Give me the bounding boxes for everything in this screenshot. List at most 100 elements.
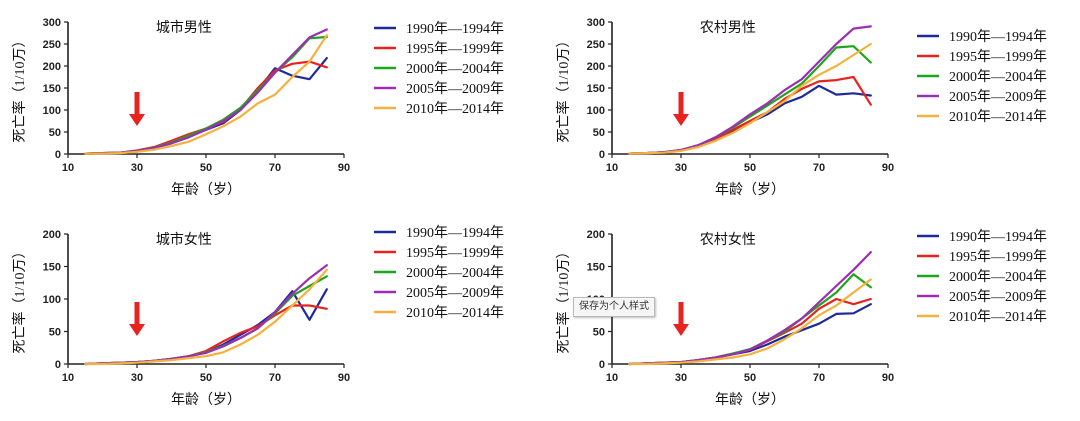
- legend-label-2: 2000年—2004年: [406, 61, 504, 77]
- series-line-4: [84, 34, 328, 155]
- x-tick-label: 10: [62, 372, 74, 384]
- red-arrow-head: [673, 324, 689, 336]
- series-line-2: [628, 45, 872, 155]
- y-tick-label: 150: [587, 83, 605, 95]
- y-tick-label: 250: [43, 39, 61, 51]
- y-axis-label: 死亡率（1/10万）: [11, 245, 28, 354]
- legend-label-0: 1990年—1994年: [949, 229, 1047, 245]
- y-tick-label: 0: [55, 359, 61, 371]
- legend-label-4: 2010年—2014年: [949, 309, 1047, 325]
- y-axis-label: 死亡率（1/10万）: [11, 34, 28, 143]
- x-axis-label: 年龄（岁）: [715, 182, 785, 198]
- x-tick-label: 50: [744, 372, 756, 384]
- legend-label-0: 1990年—1994年: [406, 21, 504, 37]
- y-tick-label: 0: [55, 149, 61, 161]
- legend-label-4: 2010年—2014年: [406, 305, 504, 321]
- series-line-4: [628, 42, 872, 155]
- x-tick-label: 50: [744, 162, 756, 174]
- y-tick-label: 250: [587, 39, 605, 51]
- legend-label-4: 2010年—2014年: [406, 101, 504, 117]
- y-tick-label: 0: [599, 359, 605, 371]
- y-tick-label: 300: [587, 17, 605, 29]
- y-tick-label: 50: [593, 127, 605, 139]
- y-tick-label: 50: [49, 127, 61, 139]
- x-tick-label: 10: [606, 162, 618, 174]
- chart-title: 农村女性: [700, 231, 756, 248]
- series-line-4: [628, 278, 872, 366]
- x-tick-label: 70: [813, 372, 825, 384]
- red-arrow-head: [129, 324, 145, 336]
- x-tick-label: 30: [131, 162, 143, 174]
- legend-label-0: 1990年—1994年: [406, 225, 504, 241]
- y-tick-label: 150: [43, 83, 61, 95]
- series-line-0: [628, 84, 872, 155]
- x-tick-label: 30: [131, 372, 143, 384]
- series-line-4: [84, 268, 328, 366]
- x-tick-label: 90: [338, 162, 350, 174]
- y-tick-label: 300: [43, 17, 61, 29]
- chart-title: 城市男性: [156, 19, 212, 36]
- y-tick-label: 150: [587, 262, 605, 274]
- legend-label-3: 2005年—2009年: [949, 289, 1047, 305]
- legend-label-4: 2010年—2014年: [949, 109, 1047, 125]
- legend-label-1: 1995年—1999年: [949, 49, 1047, 65]
- red-arrow-head: [129, 114, 145, 126]
- legend: 1990年—1994年 1995年—1999年 2000年—2004年 2005年—2…: [917, 229, 1047, 325]
- y-tick-label: 200: [587, 229, 605, 241]
- y-axis-label: 死亡率（1/10万）: [555, 34, 572, 143]
- legend-label-3: 2005年—2009年: [406, 285, 504, 301]
- y-tick-label: 200: [43, 61, 61, 73]
- legend-label-0: 1990年—1994年: [949, 29, 1047, 45]
- y-tick-label: 100: [587, 105, 605, 117]
- legend-label-1: 1995年—1999年: [949, 249, 1047, 265]
- chart-title: 农村男性: [700, 20, 756, 36]
- y-tick-label: 100: [43, 105, 61, 117]
- legend-label-3: 2005年—2009年: [406, 81, 504, 97]
- legend-label-2: 2000年—2004年: [949, 269, 1047, 285]
- x-tick-label: 10: [62, 162, 74, 174]
- x-tick-label: 90: [882, 372, 894, 384]
- x-axis-label: 年龄（岁）: [171, 182, 241, 198]
- chart-title: 城市女性: [156, 231, 212, 248]
- series-line-2: [84, 35, 328, 155]
- x-tick-label: 90: [882, 162, 894, 174]
- y-axis-label: 死亡率（1/10万）: [555, 245, 572, 354]
- x-tick-label: 70: [269, 372, 281, 384]
- x-tick-label: 50: [200, 162, 212, 174]
- series-line-0: [84, 56, 328, 155]
- y-tick-label: 50: [593, 327, 605, 339]
- series-line-3: [628, 25, 872, 155]
- x-tick-label: 70: [269, 162, 281, 174]
- save-style-tooltip: 保存为个人样式: [573, 297, 655, 317]
- x-axis-label: 年龄（岁）: [715, 392, 785, 408]
- legend: 1990年—1994年 1995年—1999年 2000年—2004年 2005年—2…: [374, 21, 504, 117]
- y-tick-label: 150: [43, 262, 61, 274]
- legend: 1990年—1994年 1995年—1999年 2000年—2004年 2005年—2…: [917, 29, 1047, 125]
- x-tick-label: 30: [675, 162, 687, 174]
- legend-label-2: 2000年—2004年: [406, 265, 504, 281]
- legend: 1990年—1994年 1995年—1999年 2000年—2004年 2005年—2…: [374, 225, 504, 321]
- x-tick-label: 30: [675, 372, 687, 384]
- y-tick-label: 50: [49, 327, 61, 339]
- legend-label-1: 1995年—1999年: [406, 41, 504, 57]
- series-line-3: [628, 251, 872, 366]
- series-line-3: [84, 264, 328, 366]
- red-arrow-head: [673, 114, 689, 126]
- y-tick-label: 200: [43, 229, 61, 241]
- x-axis-label: 年龄（岁）: [171, 392, 241, 408]
- legend-label-3: 2005年—2009年: [949, 89, 1047, 105]
- y-tick-label: 100: [43, 294, 61, 306]
- chart-panel-3: 0501001502001030507090农村女性年龄（岁）死亡率（1/10万…: [555, 229, 1047, 408]
- x-tick-label: 90: [338, 372, 350, 384]
- legend-label-2: 2000年—2004年: [949, 69, 1047, 85]
- x-tick-label: 50: [200, 372, 212, 384]
- legend-label-1: 1995年—1999年: [406, 245, 504, 261]
- x-tick-label: 70: [813, 162, 825, 174]
- x-tick-label: 10: [606, 372, 618, 384]
- y-tick-label: 200: [587, 61, 605, 73]
- y-tick-label: 0: [599, 149, 605, 161]
